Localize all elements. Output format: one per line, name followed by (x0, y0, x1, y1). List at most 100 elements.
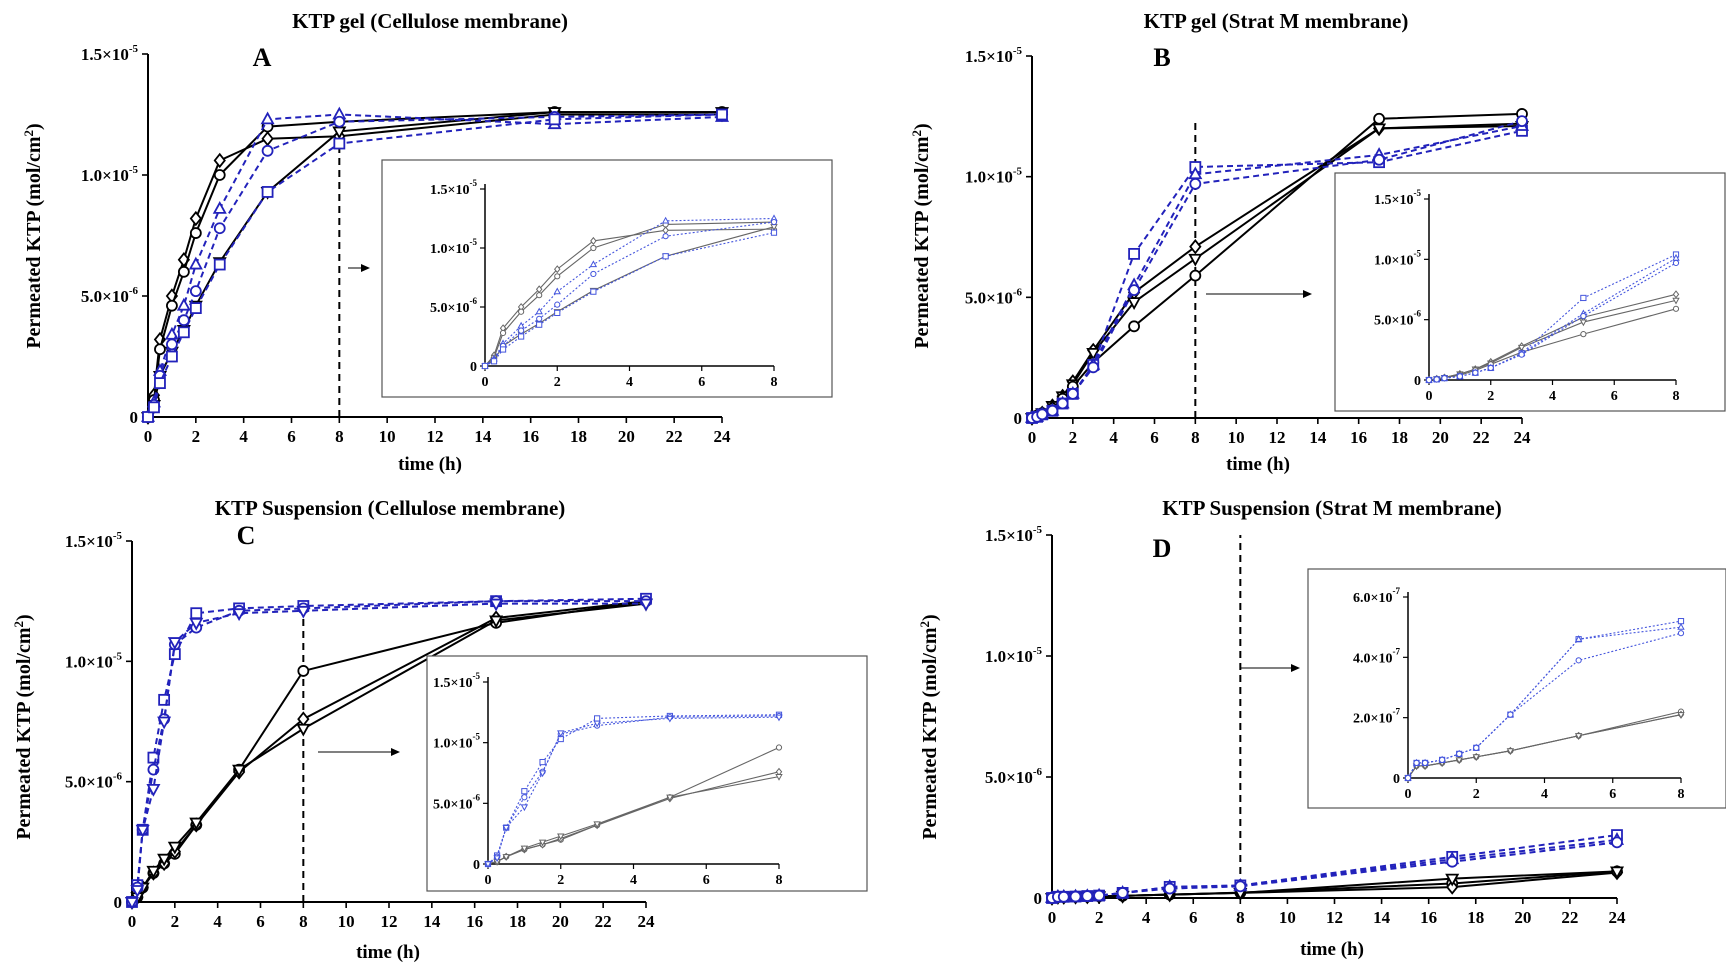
data-point (177, 265, 190, 278)
inset-data-point (502, 854, 510, 861)
inset-data-point (1672, 290, 1680, 299)
data-point (297, 711, 310, 727)
inset-data-point (1580, 312, 1587, 320)
x-tick-label: 18 (1391, 428, 1408, 447)
inset-x-tick-label: 0 (482, 375, 489, 390)
y-tick-label: 0 (130, 408, 139, 427)
inset-data-point (557, 833, 565, 841)
data-point (1446, 855, 1459, 868)
x-tick-label: 6 (1150, 428, 1159, 447)
data-point (232, 608, 247, 622)
x-tick-label: 18 (509, 912, 526, 931)
data-point (189, 227, 202, 239)
inset-data-point (590, 288, 597, 295)
inset-data-point (484, 861, 492, 869)
inset-data-point (770, 229, 778, 236)
inset-x-tick-label: 0 (485, 873, 492, 888)
y-tick-label: 5.0×10-6 (965, 286, 1023, 307)
inset-data-point (661, 216, 670, 224)
x-tick-label: 8 (1236, 908, 1245, 927)
x-tick-label: 24 (714, 427, 732, 446)
inset-data-point (538, 770, 547, 778)
inset-data-point (1441, 375, 1448, 382)
panel-d: KTP Suspension (Strat M membrane) D Permea… (917, 496, 1726, 960)
inset-data-point (593, 821, 601, 829)
x-tick-label: 24 (1609, 908, 1627, 927)
x-tick-label: 0 (128, 912, 137, 931)
series-5 (1046, 836, 1623, 904)
y-tick-label: 0 (114, 893, 123, 912)
panel-letter: D (1153, 534, 1172, 563)
data-point (1516, 115, 1528, 128)
arrow-head (391, 748, 400, 756)
inset-data-point (590, 244, 597, 252)
inset-data-point (518, 333, 525, 340)
inset-data-point (1677, 630, 1685, 637)
inset-x-tick-label: 6 (1611, 389, 1618, 404)
inset-data-point (554, 301, 561, 308)
x-tick-label: 22 (1473, 428, 1490, 447)
x-axis-label: time (h) (356, 942, 420, 963)
inset-frame (1307, 568, 1726, 809)
inset-data-point (499, 346, 507, 353)
x-tick-label: 24 (1514, 428, 1532, 447)
data-point (1093, 889, 1105, 902)
x-tick-label: 6 (256, 912, 265, 931)
x-tick-label: 10 (338, 912, 355, 931)
data-point (154, 343, 166, 356)
y-tick-label: 5.0×10-6 (985, 766, 1043, 787)
panel-title: KTP Suspension (Strat M membrane) (1162, 496, 1502, 520)
data-point (1046, 404, 1059, 417)
inset-data-point (557, 730, 565, 738)
inset-y-tick-label: 0 (473, 858, 480, 873)
inset-data-point (662, 233, 669, 240)
data-point (166, 350, 178, 363)
x-tick-label: 0 (144, 427, 153, 446)
inset-frame (381, 159, 833, 398)
data-point (1128, 247, 1140, 260)
y-tick-label: 1.5×10-5 (985, 524, 1043, 545)
inset-data-point (1433, 376, 1440, 383)
inset-data-point (1672, 305, 1680, 312)
inset-y-tick-label: 4.0×10-7 (1353, 646, 1400, 666)
x-tick-label: 2 (1095, 908, 1104, 927)
data-point (1086, 347, 1101, 361)
data-point (142, 411, 154, 423)
data-point (158, 693, 171, 706)
data-point (130, 885, 145, 898)
inset-series-0 (481, 225, 778, 371)
x-tick-label: 8 (1191, 428, 1200, 447)
inset-data-point (536, 321, 543, 328)
inset-x-tick-label: 8 (771, 375, 778, 390)
x-tick-label: 18 (570, 427, 587, 446)
inset-data-point (1473, 744, 1480, 751)
inset-data-point (1580, 331, 1587, 338)
data-point (1189, 178, 1202, 190)
data-point (1234, 880, 1247, 893)
inset-data-point (1677, 712, 1685, 719)
data-point (166, 299, 178, 312)
inset-data-point (1487, 364, 1494, 372)
x-tick-label: 16 (522, 427, 539, 446)
panel-a: KTP gel (Cellulose membrane) A Permeated K… (21, 9, 833, 475)
data-point (135, 824, 150, 838)
series-line (1051, 834, 1618, 899)
inset-y-tick-label: 1.5×10-5 (433, 671, 480, 691)
data-point (146, 783, 161, 797)
series-line (1031, 120, 1523, 419)
inset-x-tick-label: 2 (557, 873, 564, 888)
inset: 0 2 4 6 8 0 5.0×10-6 1.0×10-5 1.5×10-5 (426, 655, 868, 892)
x-tick-label: 0 (1048, 908, 1057, 927)
x-tick-label: 10 (1228, 428, 1245, 447)
data-point (1373, 153, 1385, 166)
series-line (1031, 125, 1523, 419)
data-point (157, 716, 172, 730)
inset-y-tick-label: 5.0×10-6 (1374, 309, 1421, 329)
arrow-head (1291, 664, 1300, 672)
inset-data-point (1517, 344, 1526, 352)
inset-data-point (593, 720, 601, 728)
y-tick-label: 1.0×10-5 (985, 645, 1043, 666)
inset-data-point (662, 253, 669, 260)
inset-data-point (1413, 759, 1420, 767)
data-point (189, 210, 202, 227)
